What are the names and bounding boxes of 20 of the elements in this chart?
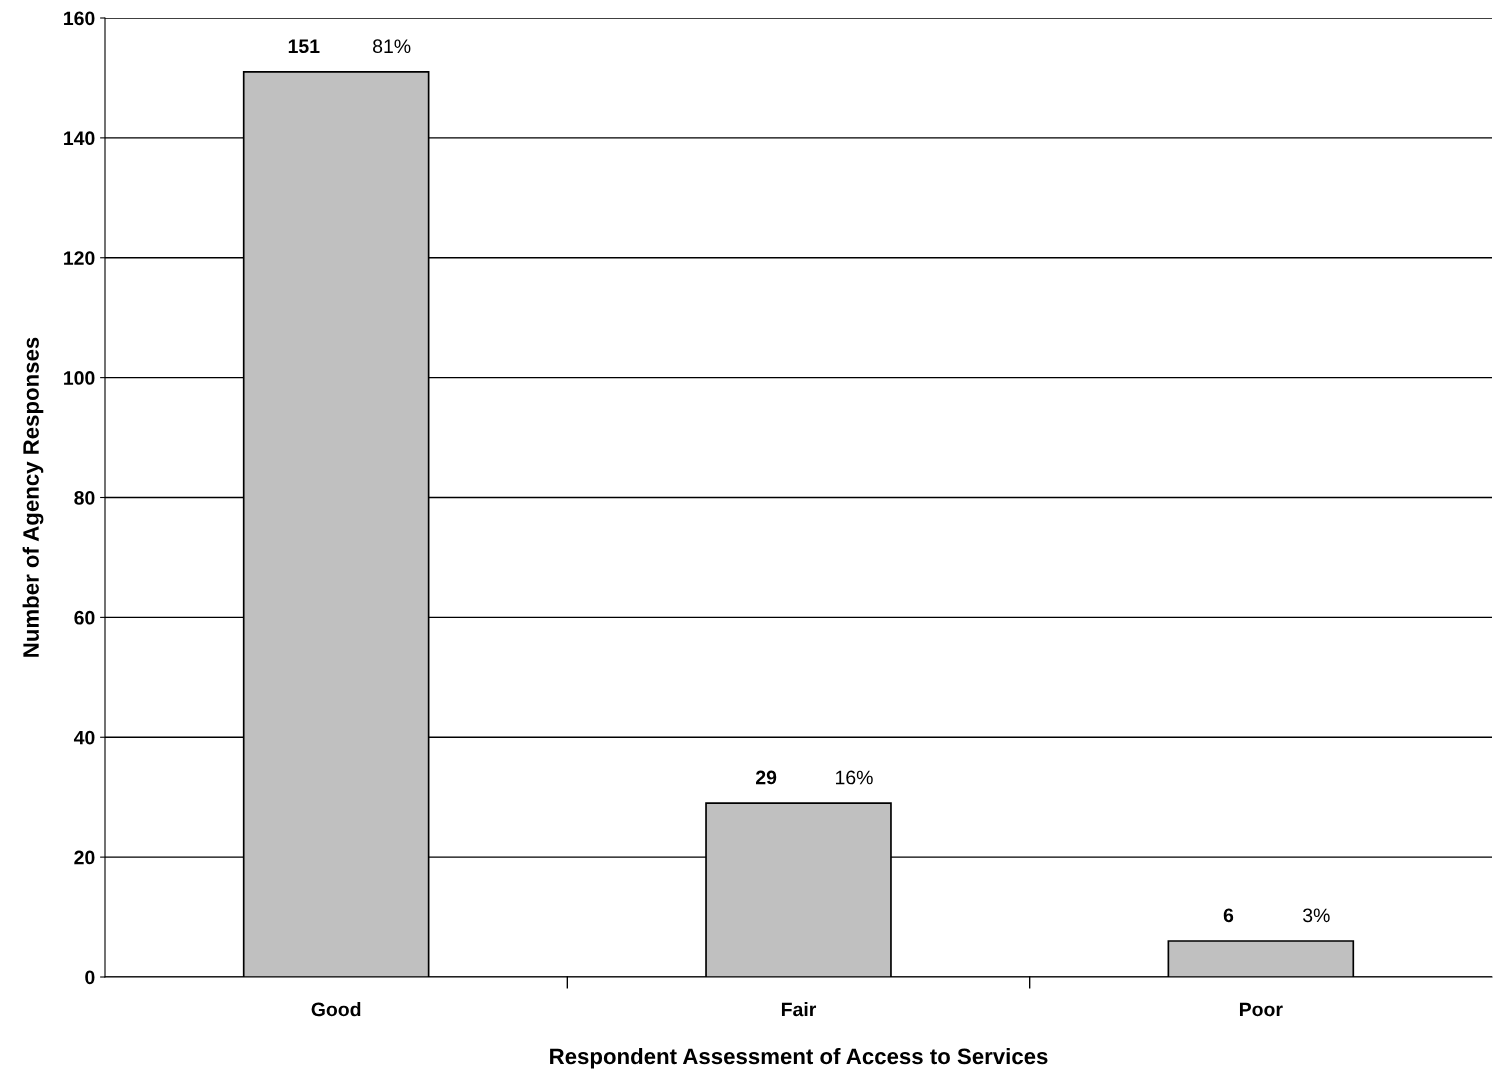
annotation: 81% bbox=[373, 39, 411, 54]
y-tick-label: 80 bbox=[74, 490, 95, 505]
y-tick-label: 140 bbox=[64, 131, 95, 146]
x-tick-label: Fair bbox=[781, 1002, 817, 1017]
y-tick-label: 40 bbox=[73, 730, 95, 745]
y-tick-label: 160 bbox=[64, 11, 95, 26]
x-tick-label: Good bbox=[311, 1002, 361, 1017]
data-label: 6 bbox=[1223, 908, 1234, 923]
y-axis-title: Number of Agency Responses bbox=[22, 337, 44, 657]
data-label: 29 bbox=[756, 770, 777, 785]
x-tick-label: Poor bbox=[1239, 1002, 1283, 1017]
y-tick-label: 0 bbox=[85, 970, 95, 985]
y-tick-label: 60 bbox=[74, 610, 95, 625]
annotation: 3% bbox=[1303, 908, 1330, 923]
y-tick-label: 20 bbox=[74, 850, 95, 865]
y-tick-label: 100 bbox=[64, 371, 95, 385]
annotation: 16% bbox=[836, 770, 873, 785]
data-label: 151 bbox=[288, 39, 320, 54]
y-tick-label: 120 bbox=[64, 251, 95, 265]
x-axis-title: Respondent Assessment of Access to Services bbox=[550, 1047, 1048, 1069]
